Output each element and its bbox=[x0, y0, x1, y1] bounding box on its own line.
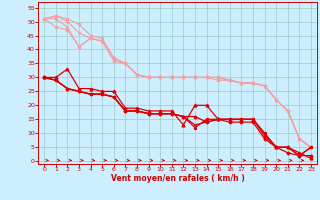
X-axis label: Vent moyen/en rafales ( km/h ): Vent moyen/en rafales ( km/h ) bbox=[111, 174, 244, 183]
